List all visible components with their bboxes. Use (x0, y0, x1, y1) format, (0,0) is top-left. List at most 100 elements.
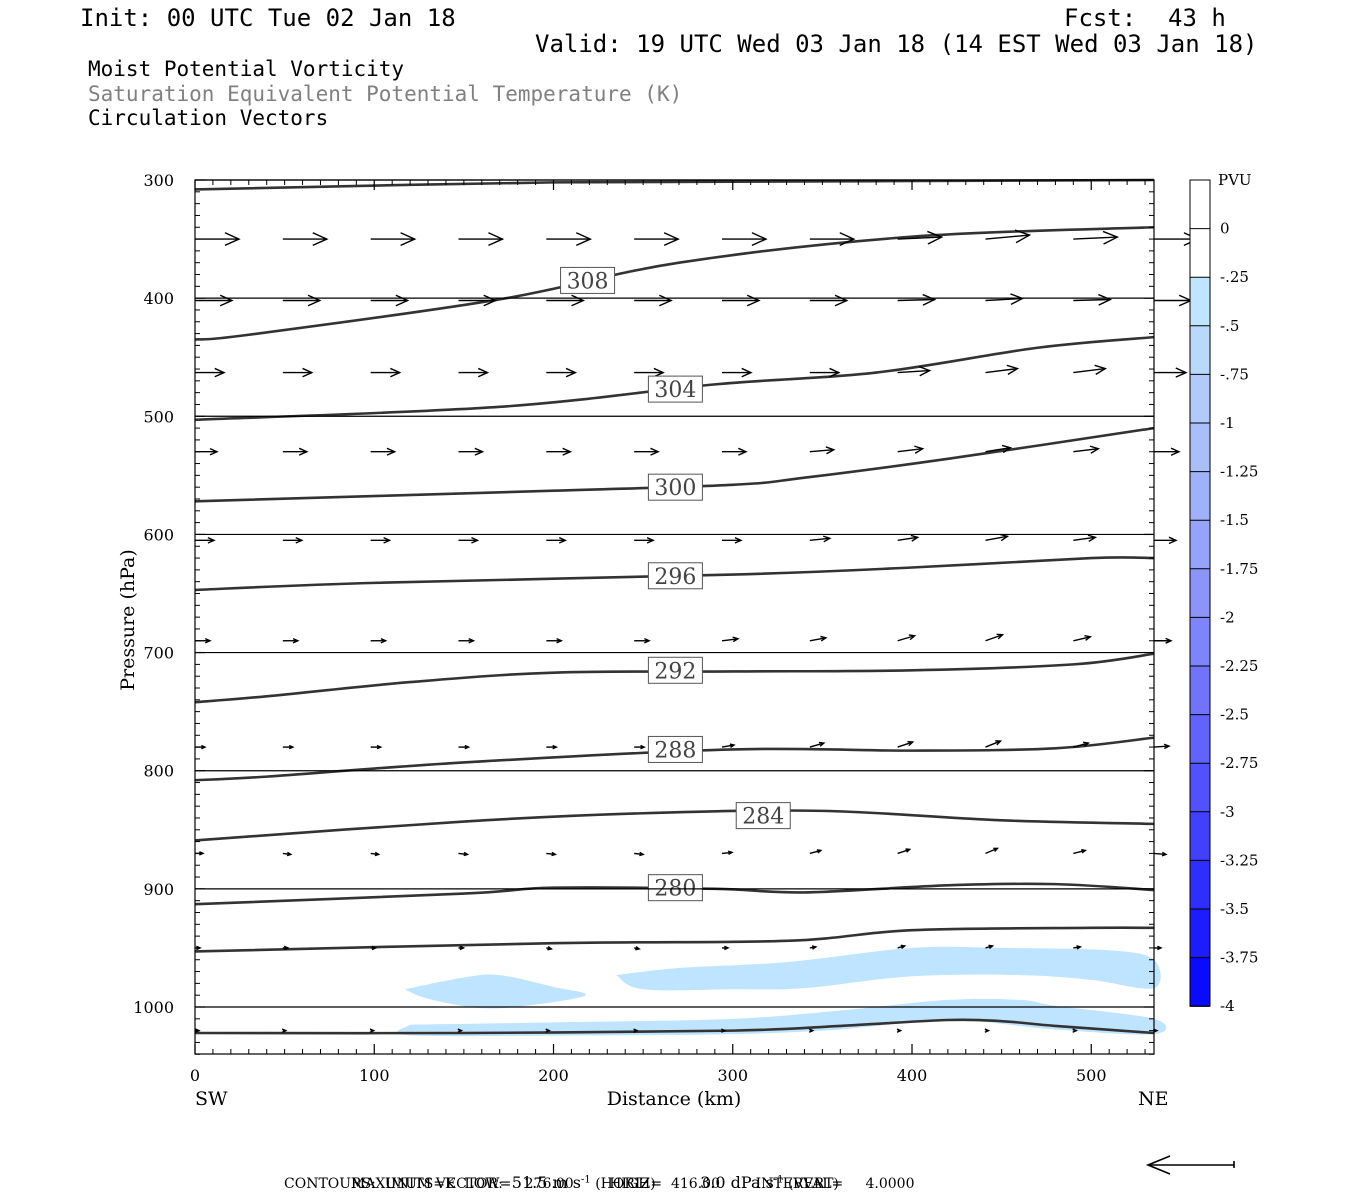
circulation-vector (897, 230, 944, 245)
circulation-vector (722, 945, 730, 951)
circulation-vector (897, 944, 907, 950)
contour-label-296: 296 (647, 562, 703, 590)
pv-shaded-region-0 (404, 974, 587, 1009)
x-axis-label: Distance (km) (607, 1088, 742, 1110)
circulation-vector (985, 944, 995, 950)
vector-head (995, 740, 1003, 746)
circulation-vector (195, 536, 216, 544)
circulation-vector (985, 633, 1005, 642)
x-end-label-ne: NE (1138, 1088, 1169, 1110)
circulation-vector (458, 637, 476, 644)
vector-head (663, 232, 680, 246)
y-tick-label: 500 (143, 407, 174, 426)
vector-head (199, 851, 205, 856)
vector-head (729, 743, 736, 748)
circulation-vector (809, 294, 849, 307)
vector-head (457, 1028, 464, 1033)
contour-line-10 (194, 1018, 1155, 1035)
circulation-vector (984, 1028, 991, 1033)
circulation-vector (722, 367, 753, 378)
colorbar-title: PVU (1218, 171, 1252, 189)
max-vector-line: MAXIMUM VECTOR: 51.5 m s-1 (HORIZ) 3.0 d… (342, 1157, 839, 1192)
colorbar-cell (1190, 763, 1210, 813)
vector-head (1076, 945, 1083, 950)
circulation-vector (282, 232, 329, 246)
y-tick-label: 300 (143, 171, 174, 190)
vector-head (1081, 848, 1088, 854)
circulation-vector (458, 367, 490, 378)
vector-head (471, 536, 480, 544)
vector-head (547, 946, 554, 951)
vector-head (650, 447, 660, 456)
circulation-vector (809, 367, 841, 378)
vector-head (1165, 637, 1173, 644)
contour-label-292: 292 (647, 656, 703, 684)
circulation-vector (1073, 534, 1098, 542)
vector-head (558, 536, 568, 544)
vector-shaft (897, 635, 915, 642)
vector-head (214, 367, 226, 378)
contour-label-box (735, 802, 791, 830)
circulation-vector (985, 229, 1032, 244)
circulation-vector (721, 1028, 727, 1033)
vector-shaft (1073, 636, 1091, 642)
vector-shaft (1153, 745, 1170, 748)
colorbar-label: -1.5 (1220, 511, 1249, 529)
circulation-vector (721, 636, 740, 643)
colorbar-cell (1190, 957, 1210, 1007)
contour-line-9 (194, 926, 1155, 953)
vector-shaft (897, 448, 923, 453)
circulation-vector (282, 945, 290, 951)
circulation-vector (282, 637, 300, 644)
circulation-vector (1154, 447, 1181, 456)
vector-head (834, 294, 849, 307)
contour-label-text: 308 (567, 269, 609, 294)
circulation-vector (1073, 634, 1093, 642)
vector-head (822, 535, 832, 543)
circulation-vector (809, 535, 832, 543)
vector-head (646, 536, 655, 544)
contour-label-box (647, 375, 703, 403)
valid-time: Valid: 19 UTC Wed 03 Jan 18 (14 EST Wed … (535, 30, 1258, 58)
vector-head (839, 232, 856, 246)
circulation-vector (282, 851, 293, 857)
colorbar-label: -2.5 (1220, 706, 1249, 724)
vector-head (468, 637, 476, 644)
circulation-vector (458, 536, 480, 544)
circulation-vector (458, 294, 498, 307)
vector-shaft (809, 849, 822, 855)
contour-label-box (647, 473, 703, 501)
contour-label-284: 284 (735, 802, 791, 830)
vector-head (488, 232, 505, 246)
vector-head (474, 447, 485, 456)
contours-info: CONTOURS: UNITS=K LOW= 276.00 HIGH= 416.… (284, 1176, 915, 1192)
vector-head (575, 232, 593, 246)
forecast-label: Fcst: (1064, 4, 1137, 32)
contour-label-300: 300 (647, 473, 703, 501)
vector-shaft (985, 234, 1030, 240)
colorbar-cell (1190, 714, 1210, 764)
contour-label-304: 304 (647, 375, 703, 403)
circulation-vector (1073, 445, 1101, 454)
vector-shaft (985, 297, 1023, 302)
vector-head (993, 847, 1000, 852)
contour-label-box (560, 266, 616, 294)
vector-shaft (985, 847, 998, 855)
vector-head (633, 1028, 639, 1033)
pv-shaded-region-1 (616, 946, 1161, 991)
colorbar-cell (1190, 325, 1210, 375)
vector-head (209, 447, 219, 456)
circulation-vector (985, 740, 1003, 748)
contour-label-text: 284 (742, 805, 784, 830)
colorbar-cell (1190, 811, 1210, 861)
colorbar-cell (1190, 617, 1210, 667)
vector-head (556, 637, 564, 644)
x-tick-label: 0 (190, 1066, 200, 1085)
colorbar-label: -.25 (1220, 268, 1249, 286)
circulation-vector (546, 744, 559, 750)
circulation-vector (897, 365, 932, 377)
vector-head (908, 634, 917, 641)
circulation-vector (1073, 741, 1090, 748)
circulation-vector (370, 851, 381, 857)
contour-line-7 (194, 809, 1155, 842)
